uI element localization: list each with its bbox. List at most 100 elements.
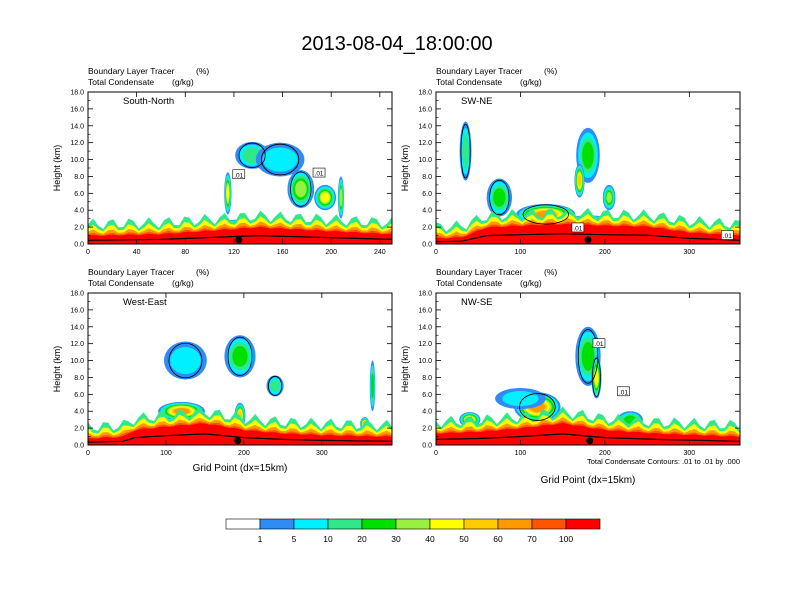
condensate-contour-2	[519, 393, 556, 421]
condensate-blob-3-level-2	[502, 390, 539, 407]
panel-header-tracer: Boundary Layer Tracer	[88, 267, 175, 277]
panel-name: SW-NE	[461, 96, 493, 107]
condensate-contour-0	[238, 142, 266, 169]
condensate-blob-4-level-6	[226, 185, 230, 202]
panel-west-east: Boundary Layer Tracer (%) Total Condensate…	[52, 267, 393, 474]
ytick-label: 8.0	[422, 174, 432, 181]
panel-south-north: Boundary Layer Tracer (%) Total Condensate…	[52, 66, 393, 256]
ytick-label: 2.0	[74, 426, 84, 433]
ytick-label: 6.0	[422, 191, 432, 198]
colorbar-label: 5	[292, 534, 297, 544]
section-center-marker	[235, 236, 243, 244]
ytick-label: 4.0	[422, 208, 432, 215]
xtick-label: 80	[181, 249, 189, 256]
condensate-contour-2	[268, 375, 283, 396]
panel-header-tracer-unit: (%)	[196, 66, 209, 76]
panel-sw-ne: Boundary Layer Tracer (%) Total Condensate…	[400, 66, 741, 256]
colorbar-label: 50	[459, 534, 469, 544]
contour-label-box-1	[721, 230, 734, 240]
ytick-label: 10.0	[418, 157, 432, 164]
colorbar-swatch-8	[497, 518, 533, 530]
condensate-blob-1-level-6	[594, 369, 599, 386]
condensate-contour-2	[522, 204, 569, 225]
panel-name: West-East	[123, 297, 167, 308]
xtick-label: 0	[434, 450, 438, 457]
panel-header-condensate: Total Condensate	[436, 278, 502, 288]
figure-title: 2013-08-04_18:00:00	[301, 33, 492, 55]
colorbar-label: 30	[391, 534, 401, 544]
ytick-label: 12.0	[70, 341, 84, 348]
colorbar-label: 100	[559, 534, 573, 544]
colorbar-label: 60	[493, 534, 503, 544]
section-center-marker	[234, 437, 242, 445]
ytick-label: 6.0	[74, 191, 84, 198]
ytick-label: 4.0	[74, 208, 84, 215]
condensate-blob-5-level-5	[606, 192, 612, 204]
colorbar-swatch-1	[259, 518, 295, 530]
colorbar-label: 40	[425, 534, 435, 544]
xtick-label: 160	[277, 249, 289, 256]
condensate-blob-3-level-6	[320, 192, 330, 203]
xtick-label: 300	[316, 450, 328, 457]
ytick-label: 8.0	[422, 375, 432, 382]
condensate-contour-0	[577, 329, 599, 384]
contour-label-box-1	[312, 167, 326, 178]
panel-header-condensate-unit: (g/kg)	[172, 77, 194, 87]
ytick-label: 10.0	[70, 157, 84, 164]
xtick-label: 200	[599, 450, 611, 457]
colorbar-swatch-10	[565, 518, 601, 530]
ytick-label: 2.0	[422, 225, 432, 232]
plot-area	[88, 335, 392, 445]
section-center-marker	[584, 236, 592, 244]
ytick-label: 4.0	[422, 409, 432, 416]
contour-label-box-0	[592, 338, 606, 348]
ytick-label: 16.0	[70, 106, 84, 113]
xtick-label: 0	[434, 249, 438, 256]
xtick-label: 200	[599, 249, 611, 256]
ytick-label: 18.0	[418, 291, 432, 298]
colorbar-label: 70	[527, 534, 537, 544]
panel-header-tracer-unit: (%)	[544, 267, 557, 277]
contour-label-box-0	[232, 169, 246, 180]
plot-area: .01 .01	[88, 141, 392, 244]
condensate-blob-5-level-4	[371, 373, 375, 399]
ytick-label: 8.0	[74, 174, 84, 181]
ytick-label: 2.0	[74, 225, 84, 232]
panel-header-tracer: Boundary Layer Tracer	[436, 267, 523, 277]
ytick-label: 14.0	[70, 324, 84, 331]
ytick-label: 16.0	[418, 307, 432, 314]
plot-area: .01 .01	[436, 326, 740, 445]
contour-label-0: .01	[573, 225, 582, 232]
terrain-line	[436, 233, 740, 243]
panel-header-tracer-unit: (%)	[196, 267, 209, 277]
ytick-label: 12.0	[70, 140, 84, 147]
boundary-layer-band-4	[88, 423, 392, 445]
condensate-blob-1-level-4	[493, 188, 506, 207]
condensate-blob-5-level-5	[339, 188, 343, 207]
ytick-label: 16.0	[70, 307, 84, 314]
ytick-label: 18.0	[70, 291, 84, 298]
colorbar-swatch-9	[531, 518, 567, 530]
ytick-label: 18.0	[70, 90, 84, 97]
xtick-label: 200	[238, 450, 250, 457]
panel-nw-se: Boundary Layer Tracer (%) Total Condensate…	[400, 267, 741, 486]
colorbar-label: 1	[258, 534, 263, 544]
terrain-line	[88, 234, 392, 241]
ytick-label: 16.0	[418, 106, 432, 113]
condensate-blob-1-level-2	[262, 147, 298, 172]
condensate-contour-1	[592, 357, 601, 398]
panel-header-condensate: Total Condensate	[436, 77, 502, 87]
ytick-label: 0.0	[422, 443, 432, 450]
y-axis-label: Height (km)	[52, 145, 62, 192]
panel-header-condensate: Total Condensate	[88, 278, 154, 288]
x-axis-label: Grid Point (dx=15km)	[193, 463, 288, 474]
xtick-label: 100	[515, 249, 527, 256]
y-axis-label: Height (km)	[400, 145, 410, 192]
ytick-label: 0.0	[74, 242, 84, 249]
colorbar-swatch-5	[395, 518, 431, 530]
contour-footnote: Total Condensate Contours: .01 to .01 by…	[587, 457, 740, 466]
contour-label-0: .01	[234, 172, 243, 179]
ytick-label: 10.0	[418, 358, 432, 365]
plot-area: .01 .01	[436, 121, 740, 244]
